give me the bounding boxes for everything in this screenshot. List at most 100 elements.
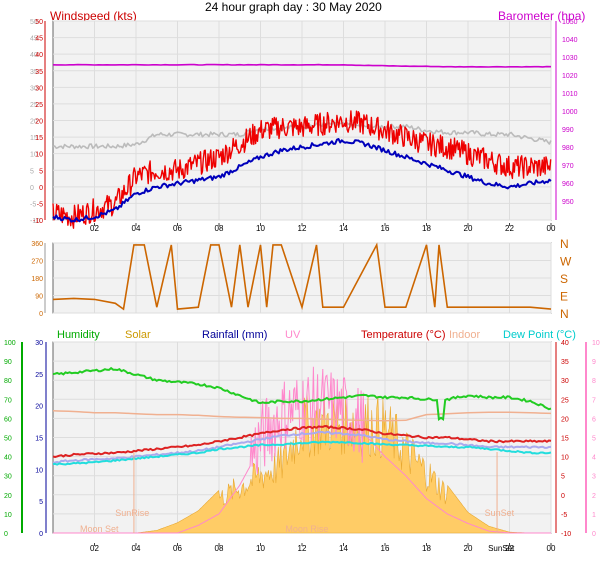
wind-left-tick-4: 30: [30, 85, 38, 92]
wind-left-tick-6: 20: [30, 119, 38, 126]
baro-tick-9: 960: [562, 181, 574, 188]
wind-left-tick-7: 15: [30, 135, 38, 142]
climate-x-label-8: 18: [422, 544, 431, 553]
windgust-line: [52, 110, 552, 229]
temp-tick-0: 40: [561, 340, 569, 347]
humidity-tick-5: 50: [4, 436, 12, 443]
humidity-tick-1: 90: [4, 359, 12, 366]
humidity-tick-3: 70: [4, 397, 12, 404]
wind-tick-11: -5: [37, 201, 43, 208]
climate-x-label-10: 22: [505, 544, 514, 553]
wind-left-tick-11: -5: [30, 201, 36, 208]
legend-temperature-c-: Temperature (°C): [361, 329, 445, 341]
uv-tick-2: 8: [592, 378, 596, 385]
wind-left-tick-0: 50: [30, 19, 38, 26]
temp-tick-8: 0: [561, 493, 565, 500]
legend-uv: UV: [285, 329, 301, 341]
wind-x-label-9: 20: [464, 224, 473, 233]
wind-x-label-11: 00: [547, 224, 556, 233]
temp-tick-6: 10: [561, 455, 569, 462]
climate-x-label-3: 08: [215, 544, 224, 553]
uv-tick-8: 2: [592, 493, 596, 500]
wind-left-tick-2: 40: [30, 52, 38, 59]
sunrise-label: SunRise: [115, 508, 149, 518]
wind-left-tick-9: 5: [30, 168, 34, 175]
windspeed-avg-line: [52, 138, 552, 223]
temp-tick-5: 15: [561, 436, 569, 443]
compass-0: N: [560, 237, 569, 251]
wind-tick-10: 0: [39, 185, 43, 192]
wind-x-label-6: 14: [339, 224, 348, 233]
wind-x-label-1: 04: [132, 224, 141, 233]
wind-left-tick-1: 45: [30, 36, 38, 43]
wind-tick-7: 15: [35, 135, 43, 142]
wind-left-tick-3: 35: [30, 69, 38, 76]
uv-tick-5: 5: [592, 436, 596, 443]
legend-solar: Solar: [125, 329, 151, 341]
climate-x-label-11: 00: [547, 544, 556, 553]
uv-tick-1: 9: [592, 359, 596, 366]
temp-tick-3: 25: [561, 397, 569, 404]
wind-x-label-2: 06: [173, 224, 182, 233]
uv-tick-4: 6: [592, 416, 596, 423]
baro-tick-2: 1030: [562, 55, 578, 62]
baro-tick-10: 950: [562, 199, 574, 206]
rain-tick-5: 5: [39, 499, 43, 506]
wind-x-label-0: 02: [90, 224, 99, 233]
wind-left-tick-12: -10: [30, 218, 40, 225]
wind-x-label-8: 18: [422, 224, 431, 233]
temp-tick-1: 35: [561, 359, 569, 366]
wind-direction-line: [52, 242, 552, 311]
legend-rainfall-mm-: Rainfall (mm): [202, 329, 267, 341]
climate-x-label-5: 12: [298, 544, 307, 553]
chart-title: 24 hour graph day : 30 May 2020: [205, 0, 382, 14]
dir-tick-3: 90: [35, 294, 43, 301]
temperature-shadow-line: [52, 430, 552, 464]
barometer-axis-label: Barometer (hpa): [498, 9, 586, 23]
climate-x-label-9: 20: [464, 544, 473, 553]
compass-3: E: [560, 290, 568, 304]
sunset-x-label: SunSet: [488, 544, 515, 553]
temp-tick-7: 5: [561, 474, 565, 481]
wind-tick-0: 50: [35, 19, 43, 26]
rain-tick-6: 0: [39, 531, 43, 538]
climate-x-label-0: 02: [90, 544, 99, 553]
baro-tick-1: 1040: [562, 37, 578, 44]
climate-x-label-2: 06: [173, 544, 182, 553]
humidity-tick-7: 30: [4, 474, 12, 481]
wind-x-label-3: 08: [215, 224, 224, 233]
humidity-tick-9: 10: [4, 512, 12, 519]
rain-tick-3: 15: [35, 436, 43, 443]
dir-tick-0: 360: [31, 241, 43, 248]
temp-tick-4: 20: [561, 416, 569, 423]
wind-tick-2: 40: [35, 52, 43, 59]
uv-tick-0: 10: [592, 340, 600, 347]
barometer-line: [52, 63, 552, 68]
wind-x-label-5: 12: [298, 224, 307, 233]
wind-left-tick-5: 25: [30, 102, 38, 109]
moonrise-label: Moon Rise: [285, 524, 328, 534]
baro-tick-6: 990: [562, 127, 574, 134]
legend-indoor: Indoor: [449, 329, 481, 341]
wind-tick-12: -10: [33, 218, 43, 225]
baro-tick-3: 1020: [562, 73, 578, 80]
compass-1: W: [560, 255, 572, 269]
temp-tick-9: -5: [561, 512, 567, 519]
uv-tick-7: 3: [592, 474, 596, 481]
temp-tick-10: -10: [561, 531, 571, 538]
dewpoint-line: [52, 440, 552, 466]
dir-tick-2: 180: [31, 276, 43, 283]
wind-tick-5: 25: [35, 102, 43, 109]
wind-tick-8: 10: [35, 152, 43, 159]
humidity-tick-0: 100: [4, 340, 16, 347]
moonset-label: Moon Set: [80, 524, 119, 534]
sunset-label: SunSet: [485, 508, 515, 518]
temperature-line: [52, 425, 552, 458]
baro-tick-8: 970: [562, 163, 574, 170]
rain-tick-4: 10: [35, 467, 43, 474]
wind-tick-4: 30: [35, 85, 43, 92]
temp-tick-2: 30: [561, 378, 569, 385]
compass-4: N: [560, 307, 569, 321]
